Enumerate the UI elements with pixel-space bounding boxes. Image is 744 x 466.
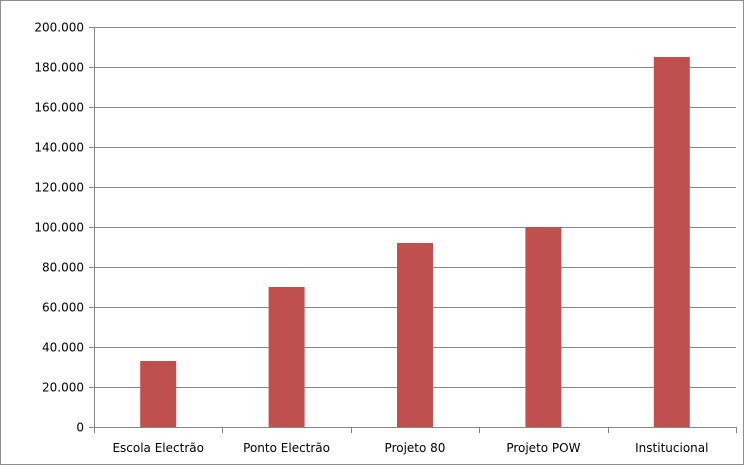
bar: [653, 57, 690, 427]
y-tick-label: 40.000: [42, 341, 84, 355]
bar-series: [140, 57, 690, 427]
y-tick-label: 120.000: [34, 181, 84, 195]
gridlines: [94, 27, 736, 388]
y-tick-label: 100.000: [34, 221, 84, 235]
bar: [140, 361, 177, 427]
bar: [268, 287, 305, 427]
x-tick-label: Ponto Electrão: [243, 441, 330, 455]
x-tick-label: Institucional: [635, 441, 708, 455]
y-tick-label: 200.000: [34, 21, 84, 35]
y-tick-label: 140.000: [34, 141, 84, 155]
y-tick-label: 0: [76, 421, 84, 435]
bar: [397, 243, 433, 427]
y-tick-label: 60.000: [42, 301, 84, 315]
x-axis-tick-labels: Escola Electrão Ponto Electrão Projeto 80 P…: [112, 441, 708, 455]
y-axis-tick-labels: 0 20.000 40.000 60.000 80.000 100.000 120.000 1…: [34, 21, 84, 435]
x-tick-label: Projeto 80: [385, 441, 446, 455]
y-tick-label: 20.000: [42, 381, 84, 395]
y-tick-label: 160.000: [34, 101, 84, 115]
bar: [525, 227, 562, 427]
x-tick-label: Escola Electrão: [112, 441, 204, 455]
y-tick-label: 180.000: [34, 61, 84, 75]
x-tick-label: Projeto POW: [506, 441, 580, 455]
axes: [89, 27, 737, 433]
y-tick-label: 80.000: [42, 261, 84, 275]
